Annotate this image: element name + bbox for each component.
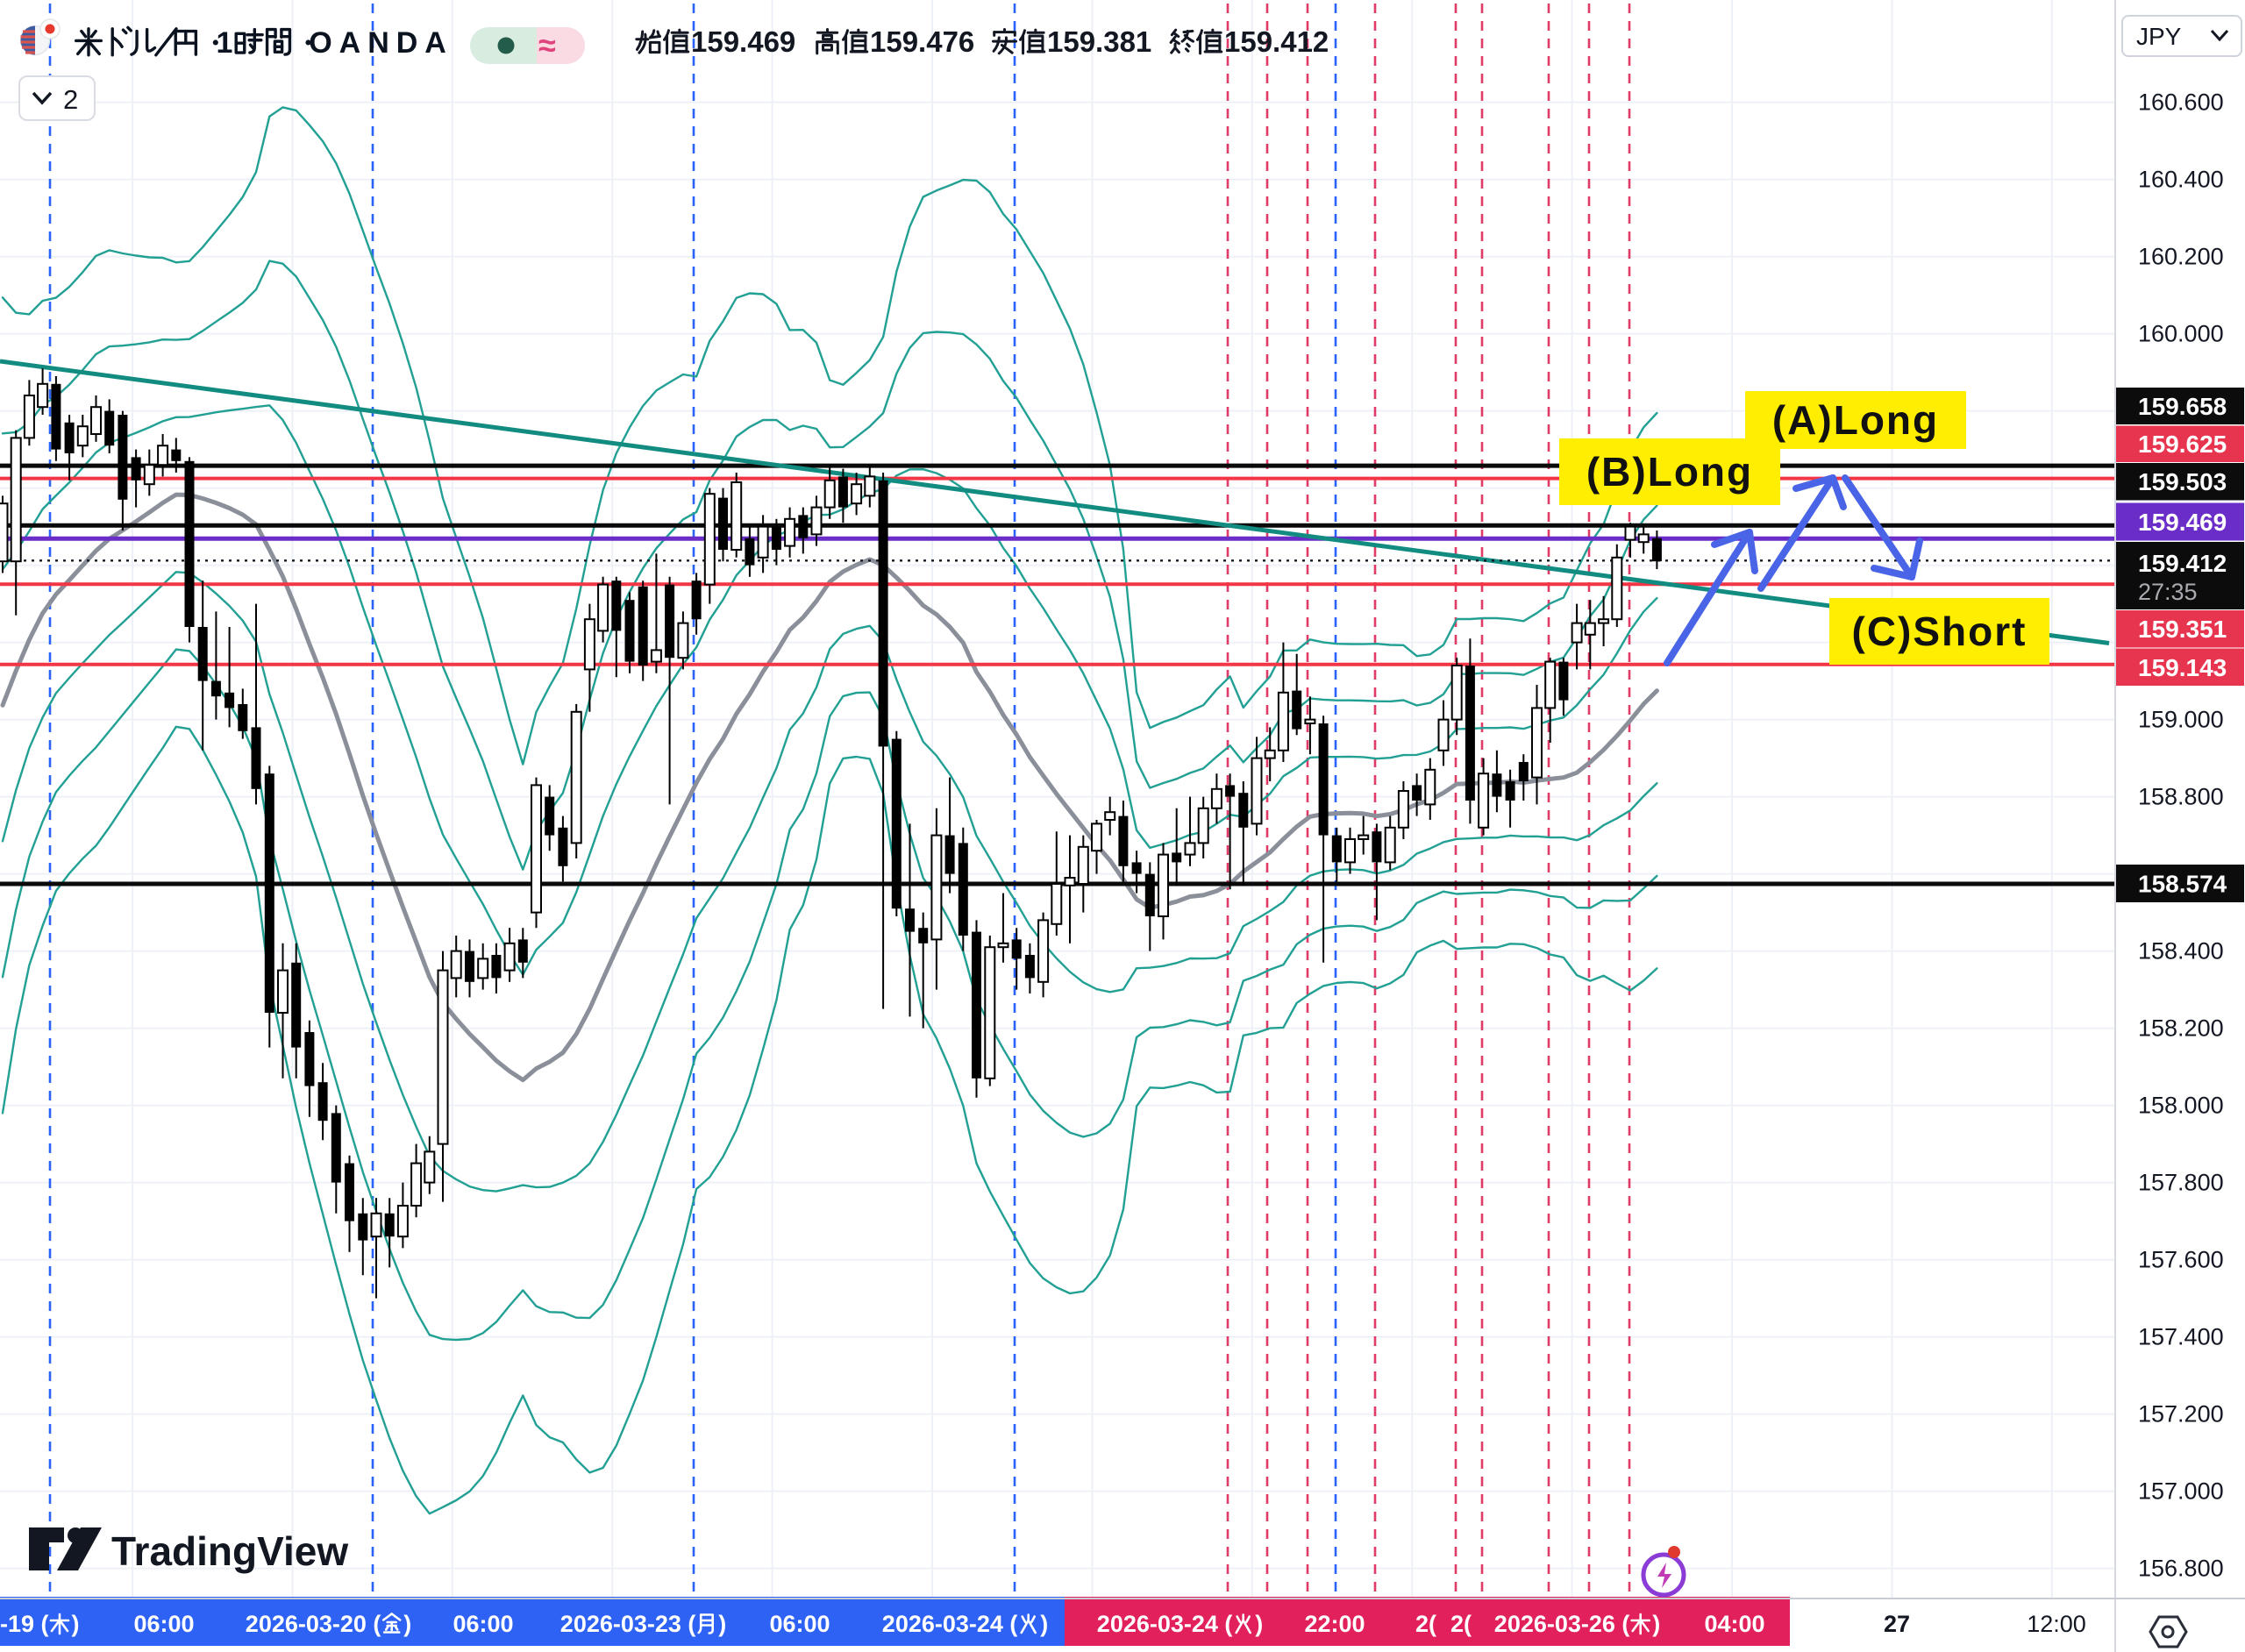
svg-text:1: 1 xyxy=(217,26,233,60)
svg-text:): ) xyxy=(1652,1611,1660,1637)
svg-text:160.600: 160.600 xyxy=(2138,89,2224,116)
svg-text:2026-03-26 (: 2026-03-26 ( xyxy=(1494,1611,1630,1637)
svg-text:159.503: 159.503 xyxy=(2138,468,2227,495)
svg-text:2026-03-23 (: 2026-03-23 ( xyxy=(560,1611,696,1637)
svg-text:159.412: 159.412 xyxy=(2138,550,2227,577)
svg-text:158.000: 158.000 xyxy=(2138,1093,2224,1119)
svg-text:2026-03-20 (: 2026-03-20 ( xyxy=(246,1611,381,1637)
svg-text:): ) xyxy=(1255,1611,1263,1637)
svg-text:): ) xyxy=(718,1611,726,1637)
svg-text:158.574: 158.574 xyxy=(2138,871,2227,898)
svg-text:): ) xyxy=(403,1611,411,1637)
svg-text:OANDA: OANDA xyxy=(309,26,453,60)
svg-text:159.381: 159.381 xyxy=(1047,25,1151,58)
svg-text:06:00: 06:00 xyxy=(453,1611,513,1637)
svg-text:TradingView: TradingView xyxy=(111,1528,348,1574)
svg-text:159.351: 159.351 xyxy=(2138,616,2227,643)
svg-text:156.800: 156.800 xyxy=(2138,1556,2224,1582)
svg-text:27: 27 xyxy=(1884,1611,1910,1637)
svg-text:2: 2 xyxy=(63,84,78,115)
svg-text:22:00: 22:00 xyxy=(1304,1611,1365,1637)
svg-text:): ) xyxy=(72,1611,80,1637)
svg-text:157.600: 157.600 xyxy=(2138,1247,2224,1273)
svg-text:157.800: 157.800 xyxy=(2138,1170,2224,1196)
svg-text:): ) xyxy=(1040,1611,1048,1637)
svg-text:157.200: 157.200 xyxy=(2138,1401,2224,1428)
svg-text:157.400: 157.400 xyxy=(2138,1324,2224,1350)
svg-text:27:35: 27:35 xyxy=(2138,579,2198,605)
svg-text:158.200: 158.200 xyxy=(2138,1015,2224,1042)
svg-text:04:00: 04:00 xyxy=(1704,1611,1764,1637)
svg-text:-19 (: -19 ( xyxy=(0,1611,49,1637)
svg-text:2(: 2( xyxy=(1450,1611,1472,1637)
svg-text:158.400: 158.400 xyxy=(2138,938,2224,965)
svg-text:159.469: 159.469 xyxy=(691,25,795,58)
svg-text:159.000: 159.000 xyxy=(2138,707,2224,733)
svg-text:159.412: 159.412 xyxy=(1224,25,1329,58)
svg-text:160.200: 160.200 xyxy=(2138,244,2224,270)
svg-text:159.658: 159.658 xyxy=(2138,393,2227,420)
svg-text:158.800: 158.800 xyxy=(2138,784,2224,810)
svg-text:≈: ≈ xyxy=(538,27,556,63)
svg-text:160.400: 160.400 xyxy=(2138,167,2224,193)
svg-text:159.143: 159.143 xyxy=(2138,654,2227,681)
svg-text:157.000: 157.000 xyxy=(2138,1478,2224,1505)
svg-text:160.000: 160.000 xyxy=(2138,321,2224,347)
svg-text:06:00: 06:00 xyxy=(133,1611,194,1637)
svg-text:(A)Long: (A)Long xyxy=(1772,397,1939,443)
svg-text:159.469: 159.469 xyxy=(2138,509,2227,536)
svg-text:2(: 2( xyxy=(1415,1611,1436,1637)
svg-text:(C)Short: (C)Short xyxy=(1852,609,2028,654)
svg-text:(B)Long: (B)Long xyxy=(1586,449,1753,495)
svg-text:12:00: 12:00 xyxy=(2027,1611,2086,1637)
svg-text:159.476: 159.476 xyxy=(870,25,974,58)
svg-text:2026-03-24 (: 2026-03-24 ( xyxy=(1097,1611,1233,1637)
svg-text:06:00: 06:00 xyxy=(769,1611,830,1637)
svg-text:159.625: 159.625 xyxy=(2138,431,2227,458)
svg-text:JPY: JPY xyxy=(2136,23,2182,50)
svg-text:2026-03-24 (: 2026-03-24 ( xyxy=(882,1611,1018,1637)
